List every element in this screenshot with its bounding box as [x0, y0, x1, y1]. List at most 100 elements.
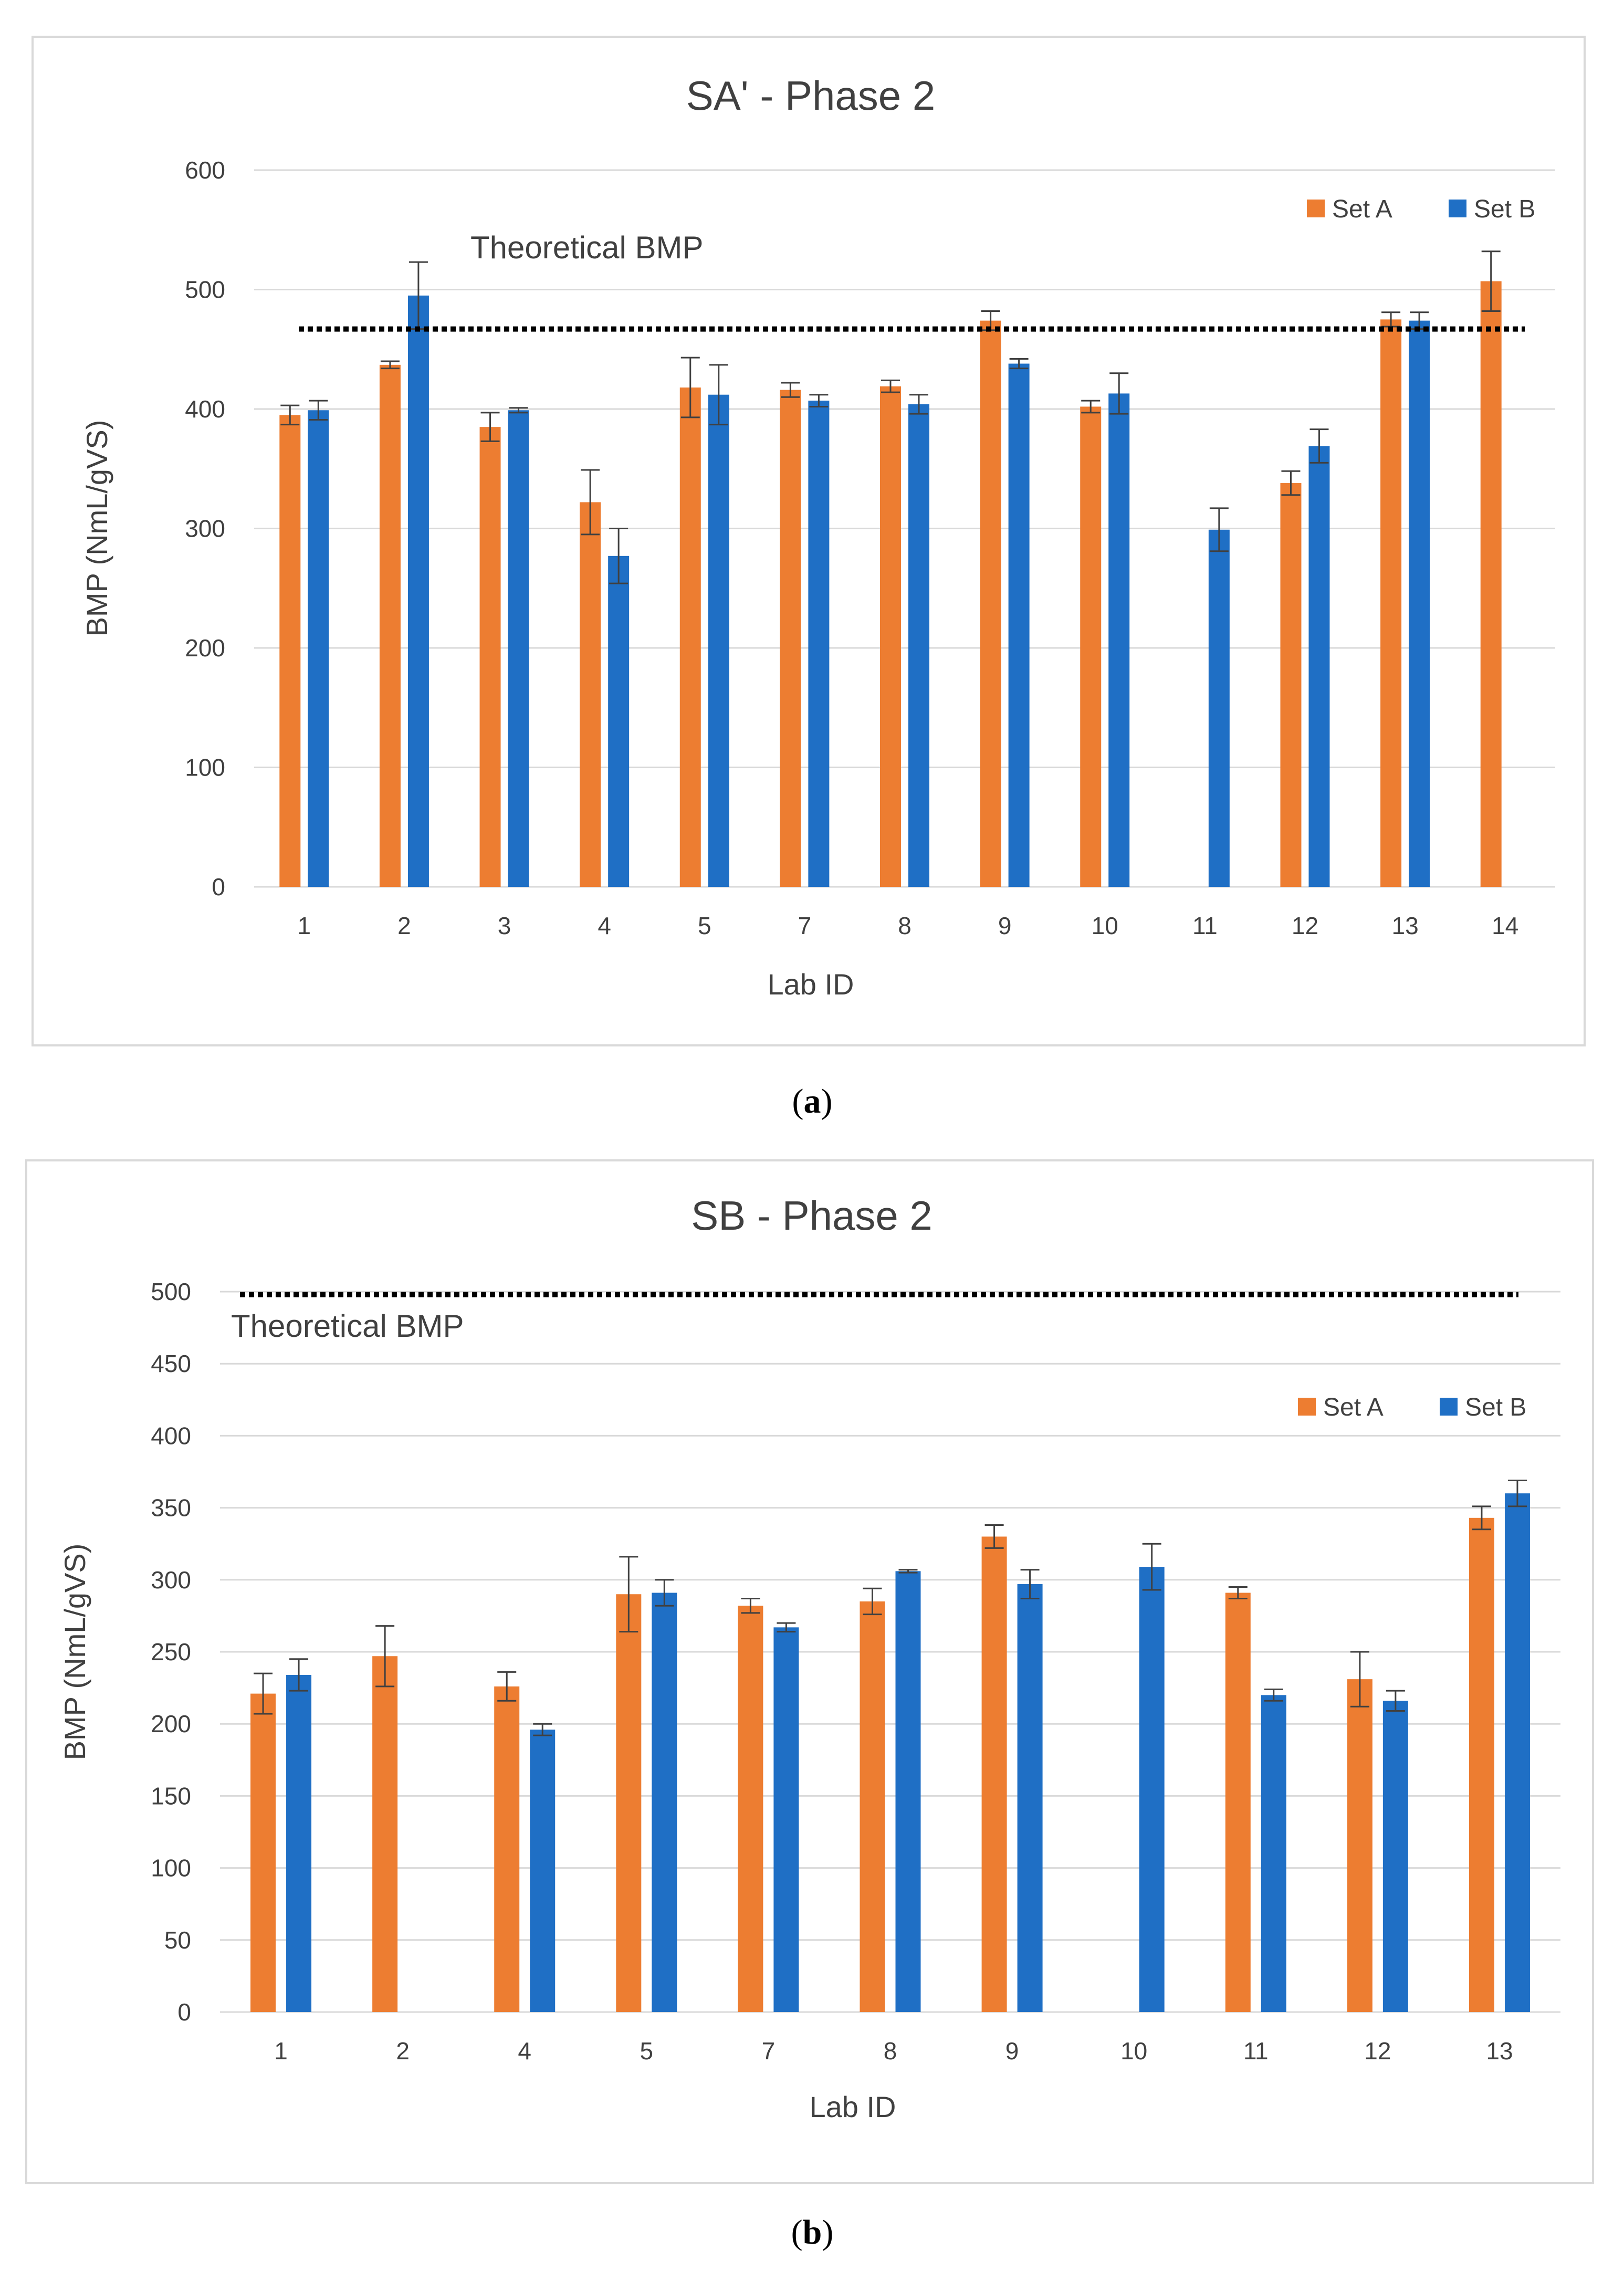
chart-title: SA' - Phase 2	[686, 72, 935, 119]
x-tick-label-10: 10	[1092, 912, 1118, 939]
bar-set-b-lab-7	[773, 1627, 799, 2012]
bar-set-b-lab-12	[1382, 1701, 1408, 2012]
x-axis-title: Lab ID	[810, 2090, 896, 2123]
caption-a-close: )	[821, 1082, 833, 1120]
bar-set-b-lab-11	[1261, 1695, 1286, 2012]
caption-b-letter: b	[802, 2213, 822, 2251]
bar-set-a-lab-4	[580, 502, 601, 887]
x-tick-label-14: 14	[1492, 912, 1518, 939]
bar-set-a-lab-7	[780, 390, 801, 887]
bar-set-a-lab-7	[738, 1606, 763, 2012]
bar-set-b-lab-12	[1308, 446, 1330, 887]
caption-b-open: (	[791, 2213, 803, 2251]
bar-set-b-lab-1	[308, 410, 329, 887]
bar-set-a-lab-3	[479, 427, 501, 887]
legend-label-set-a: Set A	[1323, 1394, 1384, 1421]
x-tick-label-7: 7	[762, 2037, 776, 2065]
bar-set-a-lab-14	[1480, 281, 1502, 887]
y-tick-label-400: 400	[151, 1422, 191, 1449]
bar-set-a-lab-11	[1225, 1593, 1251, 2012]
y-axis-title: BMP (NmL/gVS)	[58, 1544, 91, 1761]
bar-set-b-lab-9	[1017, 1584, 1043, 2012]
bar-set-a-lab-12	[1347, 1679, 1372, 2012]
bar-set-a-lab-13	[1469, 1517, 1494, 2012]
y-tick-label-0: 0	[212, 873, 225, 900]
theoretical-bmp-label: Theoretical BMP	[231, 1308, 464, 1344]
y-tick-label-100: 100	[185, 754, 225, 781]
x-tick-label-13: 13	[1486, 2037, 1513, 2065]
y-tick-label-450: 450	[151, 1350, 191, 1377]
bar-set-a-lab-5	[679, 387, 701, 887]
x-tick-label-8: 8	[884, 2037, 897, 2065]
y-tick-label-50: 50	[164, 1926, 191, 1954]
x-tick-label-10: 10	[1120, 2037, 1147, 2065]
caption-b: (b)	[760, 2213, 865, 2253]
y-tick-label-0: 0	[177, 1998, 191, 2026]
x-tick-label-7: 7	[798, 912, 812, 939]
legend-label-set-b: Set B	[1465, 1394, 1526, 1421]
bar-set-b-lab-11	[1208, 529, 1230, 887]
bar-set-a-lab-2	[372, 1656, 398, 2012]
bar-set-a-lab-1	[250, 1693, 276, 2012]
theoretical-bmp-label: Theoretical BMP	[470, 230, 704, 265]
bar-set-b-lab-10	[1139, 1567, 1165, 2012]
x-tick-label-1: 1	[274, 2037, 288, 2065]
chart-panel-a: SA' - Phase 2 0 100 200 300 400 500 600 1 2 3 4 5 7 8 9…	[32, 36, 1586, 1046]
bar-set-b-lab-8	[895, 1571, 921, 2012]
bar-set-b-lab-1	[286, 1674, 312, 2012]
x-tick-label-13: 13	[1391, 912, 1418, 939]
y-tick-label-350: 350	[151, 1494, 191, 1522]
legend-label-set-a: Set A	[1332, 195, 1392, 223]
x-tick-label-12: 12	[1292, 912, 1318, 939]
chart-b-svg: SB - Phase 2 0 50 100 150 200 250 300 350 400 450 5…	[58, 1192, 1560, 2123]
legend-swatch-set-a	[1307, 200, 1325, 217]
caption-b-close: )	[822, 2213, 834, 2251]
bar-set-b-lab-7	[808, 401, 830, 887]
x-tick-label-4: 4	[598, 912, 611, 939]
y-tick-label-100: 100	[151, 1855, 191, 1882]
bar-set-a-lab-8	[880, 386, 901, 887]
bar-set-a-lab-9	[981, 1536, 1007, 2012]
bar-set-a-lab-9	[980, 320, 1001, 887]
y-tick-label-200: 200	[185, 634, 225, 662]
x-tick-label-9: 9	[1005, 2037, 1019, 2065]
legend-swatch-set-b	[1449, 200, 1466, 217]
y-tick-label-300: 300	[151, 1566, 191, 1594]
bar-set-b-lab-2	[407, 295, 429, 887]
y-tick-label-250: 250	[151, 1638, 191, 1666]
legend-swatch-set-a	[1298, 1398, 1316, 1416]
x-tick-label-2: 2	[397, 912, 411, 939]
x-tick-label-11: 11	[1192, 912, 1218, 939]
x-tick-label-1: 1	[298, 912, 311, 939]
x-tick-label-11: 11	[1243, 2037, 1269, 2065]
bar-set-b-lab-13	[1409, 320, 1430, 887]
bar-set-a-lab-1	[279, 415, 301, 887]
bar-set-b-lab-4	[530, 1730, 556, 2012]
caption-a-letter: a	[803, 1082, 821, 1120]
x-tick-label-9: 9	[998, 912, 1012, 939]
y-tick-label-600: 600	[185, 156, 225, 184]
chart-panel-b: SB - Phase 2 0 50 100 150 200 250 300 350 400 450 5…	[25, 1159, 1594, 2184]
caption-a: (a)	[760, 1082, 865, 1122]
bar-set-a-lab-2	[379, 364, 401, 887]
bar-set-a-lab-8	[860, 1601, 885, 2012]
bar-set-a-lab-10	[1080, 406, 1102, 887]
legend-label-set-b: Set B	[1474, 195, 1535, 223]
bar-set-b-lab-4	[608, 556, 630, 887]
x-tick-label-8: 8	[898, 912, 911, 939]
bar-set-a-lab-12	[1280, 483, 1302, 887]
y-tick-label-200: 200	[151, 1710, 191, 1737]
y-tick-label-300: 300	[185, 515, 225, 542]
bar-set-a-lab-5	[616, 1594, 642, 2012]
bar-set-a-lab-13	[1380, 319, 1402, 887]
x-tick-label-4: 4	[518, 2037, 531, 2065]
chart-title: SB - Phase 2	[691, 1192, 933, 1239]
bar-set-b-lab-5	[708, 394, 729, 887]
bar-set-b-lab-10	[1108, 393, 1130, 887]
y-tick-label-500: 500	[151, 1278, 191, 1305]
y-tick-label-150: 150	[151, 1782, 191, 1809]
x-axis-title: Lab ID	[768, 968, 854, 1001]
y-tick-label-400: 400	[185, 395, 225, 423]
bar-set-b-lab-5	[652, 1593, 677, 2012]
bar-set-b-lab-9	[1008, 363, 1030, 887]
